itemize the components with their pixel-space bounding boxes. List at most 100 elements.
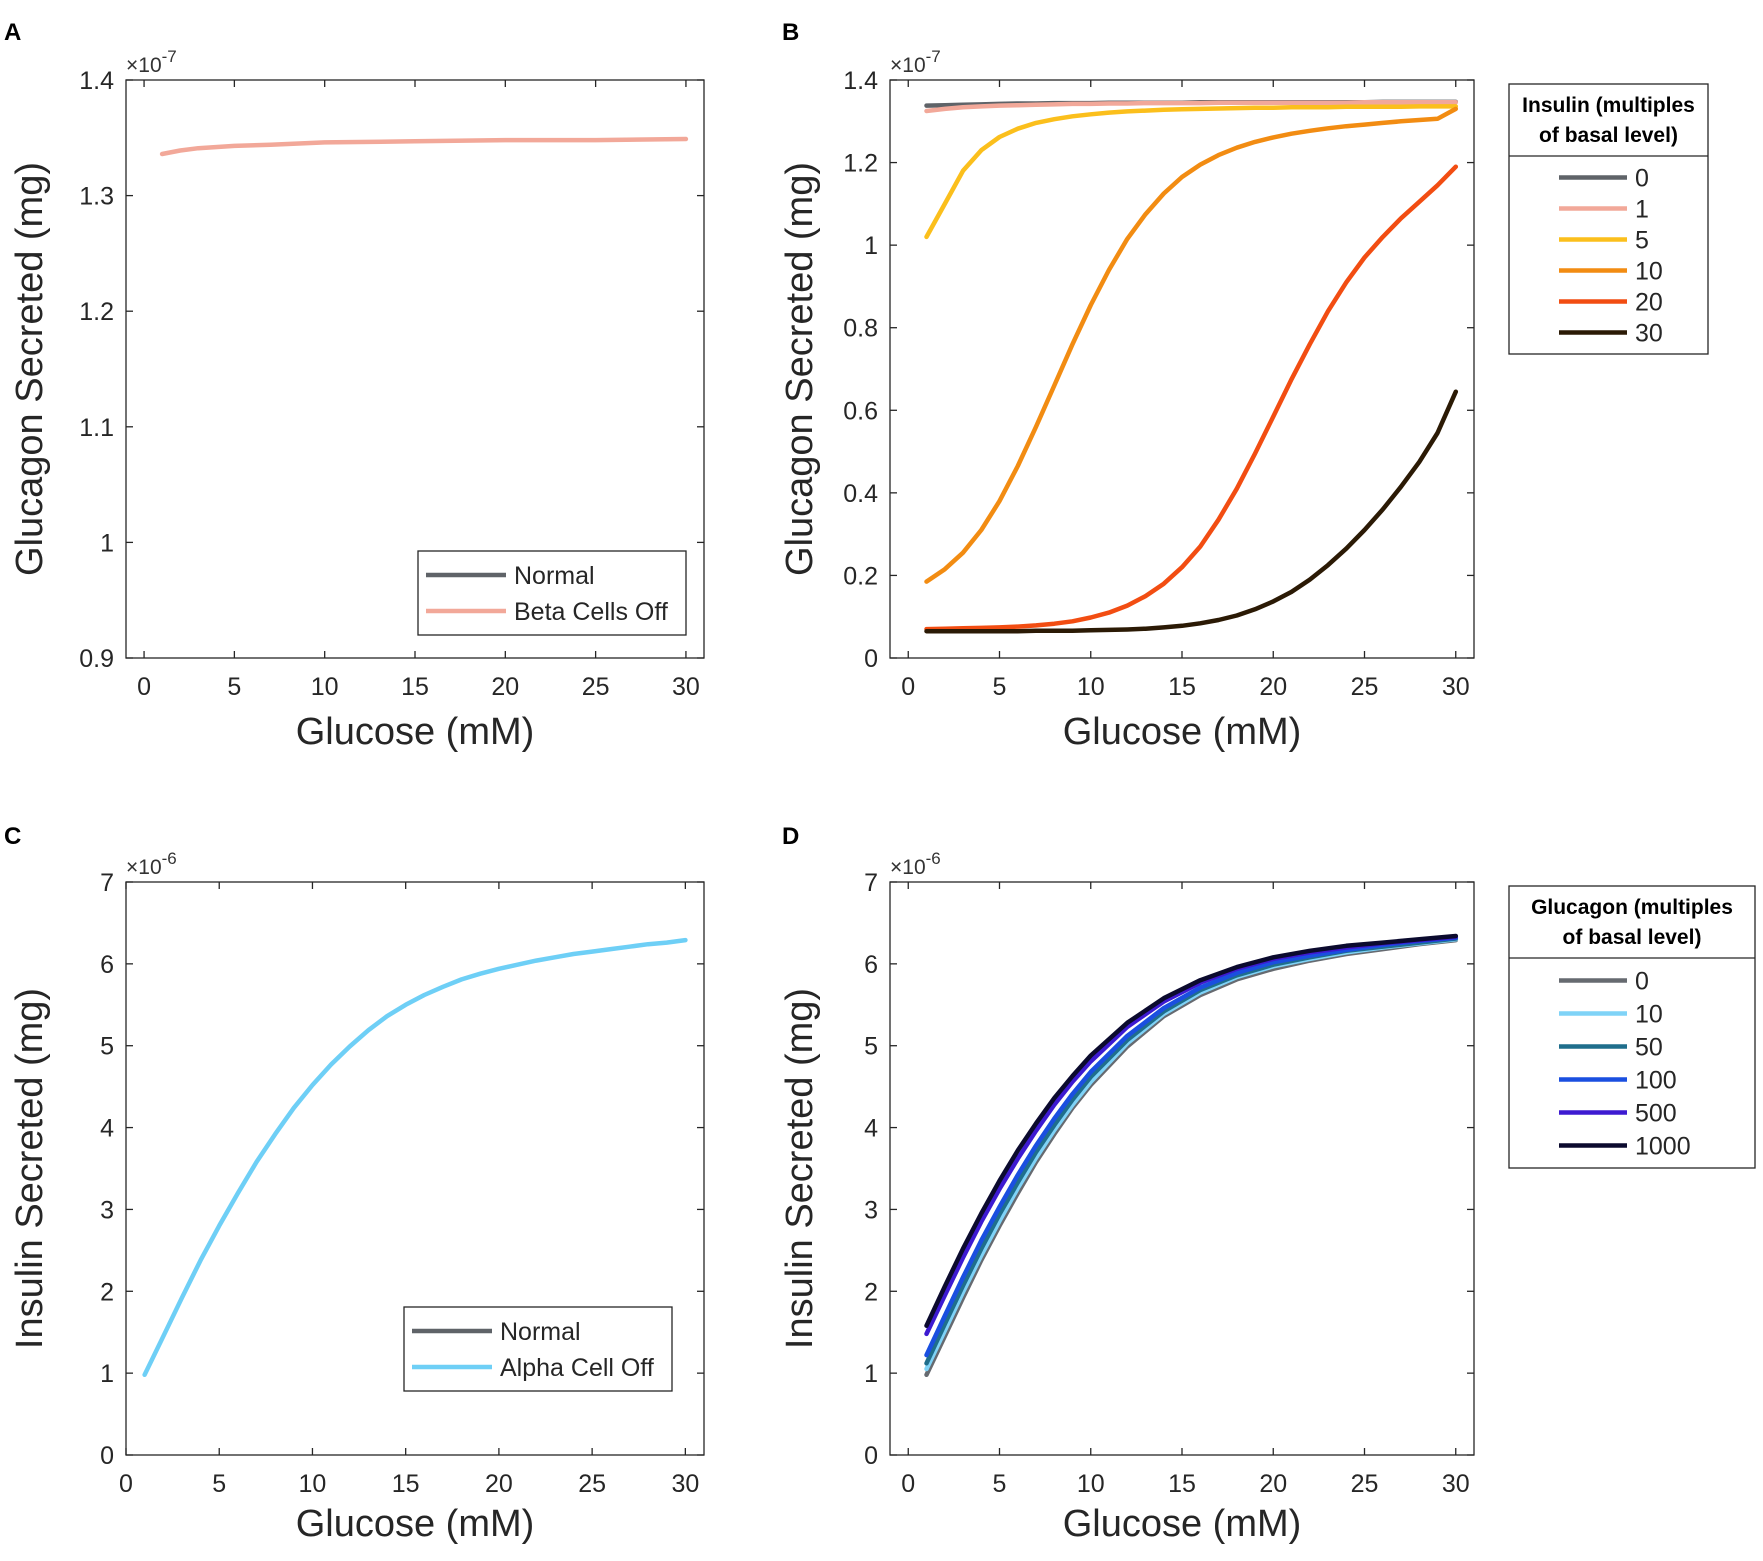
y-tick-label: 1.4: [843, 67, 878, 95]
series-line-100: [924, 935, 1459, 1358]
panel-b: B0 5 10 15 20 25 3000.20.40.60.811.21.4×10-7Gl…: [779, 19, 1709, 753]
x-tick-label: 0: [119, 1470, 133, 1498]
legend-label: 10: [1635, 258, 1663, 286]
y-tick-label: 0.2: [843, 562, 878, 590]
series-line-1: [924, 100, 1459, 114]
x-tick-label: 5: [212, 1470, 226, 1498]
x-tick-label: 0: [901, 673, 915, 701]
x-tick-label: 30: [1442, 1470, 1470, 1498]
legend-box: [417, 550, 687, 636]
legend-label: Alpha Cell Off: [500, 1354, 654, 1382]
y-tick-label: 4: [864, 1115, 878, 1143]
x-tick-label: 30: [672, 673, 700, 701]
x-tick-label: 5: [993, 673, 1007, 701]
y-tick-label: 0.4: [843, 480, 878, 508]
x-tick-label: 25: [582, 673, 610, 701]
x-tick-label: 20: [1259, 1470, 1287, 1498]
x-tick-label: 15: [1168, 673, 1196, 701]
panel-c: C 0 5 10 15 20 25 30 0 1 2 3 4 5 6 7 ×10-6 Glucose (mM) In…: [4, 823, 705, 1545]
axes-box: [125, 881, 705, 1456]
x-axis-label: Glucose (mM): [1063, 1503, 1302, 1545]
legend-label: Beta Cells Off: [514, 598, 668, 626]
panel-d: D 0 5 10 15 20 25 30 0 1 2 3 4 5 6 7 ×10-6 Glucose (mM) In…: [779, 823, 1756, 1545]
legend-label: 30: [1635, 320, 1663, 348]
x-tick-label: 10: [1077, 673, 1105, 701]
legend-title: Glucagon (multiples: [1531, 896, 1733, 919]
legend-label: 0: [1635, 165, 1649, 193]
x-tick-label: 5: [227, 673, 241, 701]
y-tick-label: 1: [864, 1360, 878, 1388]
y-tick-label: 6: [100, 951, 114, 979]
y-axis-label: Glucagon Secreted (mg): [9, 162, 51, 576]
series-line-beta-cells-off: [159, 136, 689, 157]
legend-label: 5: [1635, 227, 1649, 255]
panel-letter: C: [4, 823, 21, 850]
legend-label: 20: [1635, 289, 1663, 317]
y-tick-label: 5: [864, 1033, 878, 1061]
legend-label: 10: [1635, 1001, 1663, 1029]
legend: Normal Alpha Cell Off: [403, 1306, 673, 1392]
legend-title: of basal level): [1539, 124, 1678, 147]
series-line-alpha-cell-off: [142, 937, 688, 1378]
y-tick-label: 7: [864, 869, 878, 897]
panel-letter: A: [4, 19, 21, 46]
series-line-20: [924, 164, 1459, 632]
legend-label: 100: [1635, 1067, 1677, 1095]
legend-label: 50: [1635, 1034, 1663, 1062]
y-tick-label: 1.4: [79, 67, 114, 95]
x-tick-label: 30: [671, 1470, 699, 1498]
panel-letter: B: [782, 19, 799, 46]
y-tick-label: 6: [864, 951, 878, 979]
y-tick-label: 1: [100, 529, 114, 557]
y-tick-label: 1.1: [79, 414, 114, 442]
legend-label: Normal: [514, 562, 595, 590]
y-axis-multiplier: ×10-6: [126, 849, 177, 879]
x-tick-label: 20: [1259, 673, 1287, 701]
x-tick-label: 0: [901, 1470, 915, 1498]
legend-label: 1: [1635, 196, 1649, 224]
x-axis-label: Glucose (mM): [296, 711, 535, 753]
y-tick-label: 1.3: [79, 183, 114, 211]
y-tick-label: 3: [864, 1196, 878, 1224]
series-line-10: [924, 106, 1459, 584]
legend-title: of basal level): [1563, 926, 1702, 949]
x-tick-label: 15: [1168, 1470, 1196, 1498]
x-axis-label: Glucose (mM): [296, 1503, 535, 1545]
series-line-5: [924, 104, 1459, 240]
y-tick-label: 7: [100, 869, 114, 897]
x-tick-label: 25: [578, 1470, 606, 1498]
y-tick-label: 2: [100, 1278, 114, 1306]
y-axis-multiplier: ×10-7: [126, 47, 177, 77]
x-tick-label: 10: [299, 1470, 327, 1498]
y-tick-label: 0.6: [843, 397, 878, 425]
y-axis-label: Glucagon Secreted (mg): [779, 162, 821, 576]
y-tick-label: 2: [864, 1278, 878, 1306]
series-line-30: [924, 389, 1459, 634]
y-tick-label: 0: [864, 645, 878, 673]
legend-label: 500: [1635, 1100, 1677, 1128]
legend-title: Insulin (multiples: [1522, 94, 1695, 117]
y-tick-label: 1: [864, 232, 878, 260]
x-tick-label: 25: [1351, 1470, 1379, 1498]
legend: Normal Beta Cells Off: [417, 550, 687, 636]
legend-label: 1000: [1635, 1133, 1691, 1161]
x-tick-label: 15: [401, 673, 429, 701]
y-tick-label: 0.8: [843, 315, 878, 343]
x-tick-label: 0: [137, 673, 151, 701]
y-tick-label: 1.2: [79, 298, 114, 326]
legend-label: 0: [1635, 968, 1649, 996]
legend-label: Normal: [500, 1318, 581, 1346]
legend-box: [1508, 83, 1709, 355]
y-tick-label: 0: [864, 1442, 878, 1470]
y-axis-label: Insulin Secreted (mg): [779, 988, 821, 1349]
x-tick-label: 25: [1351, 673, 1379, 701]
x-tick-label: 20: [485, 1470, 513, 1498]
y-axis-multiplier: ×10-7: [890, 47, 941, 77]
x-tick-label: 10: [311, 673, 339, 701]
y-tick-label: 1.2: [843, 150, 878, 178]
legend-box: [403, 1306, 673, 1392]
y-tick-label: 1: [100, 1360, 114, 1388]
panel-letter: D: [782, 823, 799, 850]
